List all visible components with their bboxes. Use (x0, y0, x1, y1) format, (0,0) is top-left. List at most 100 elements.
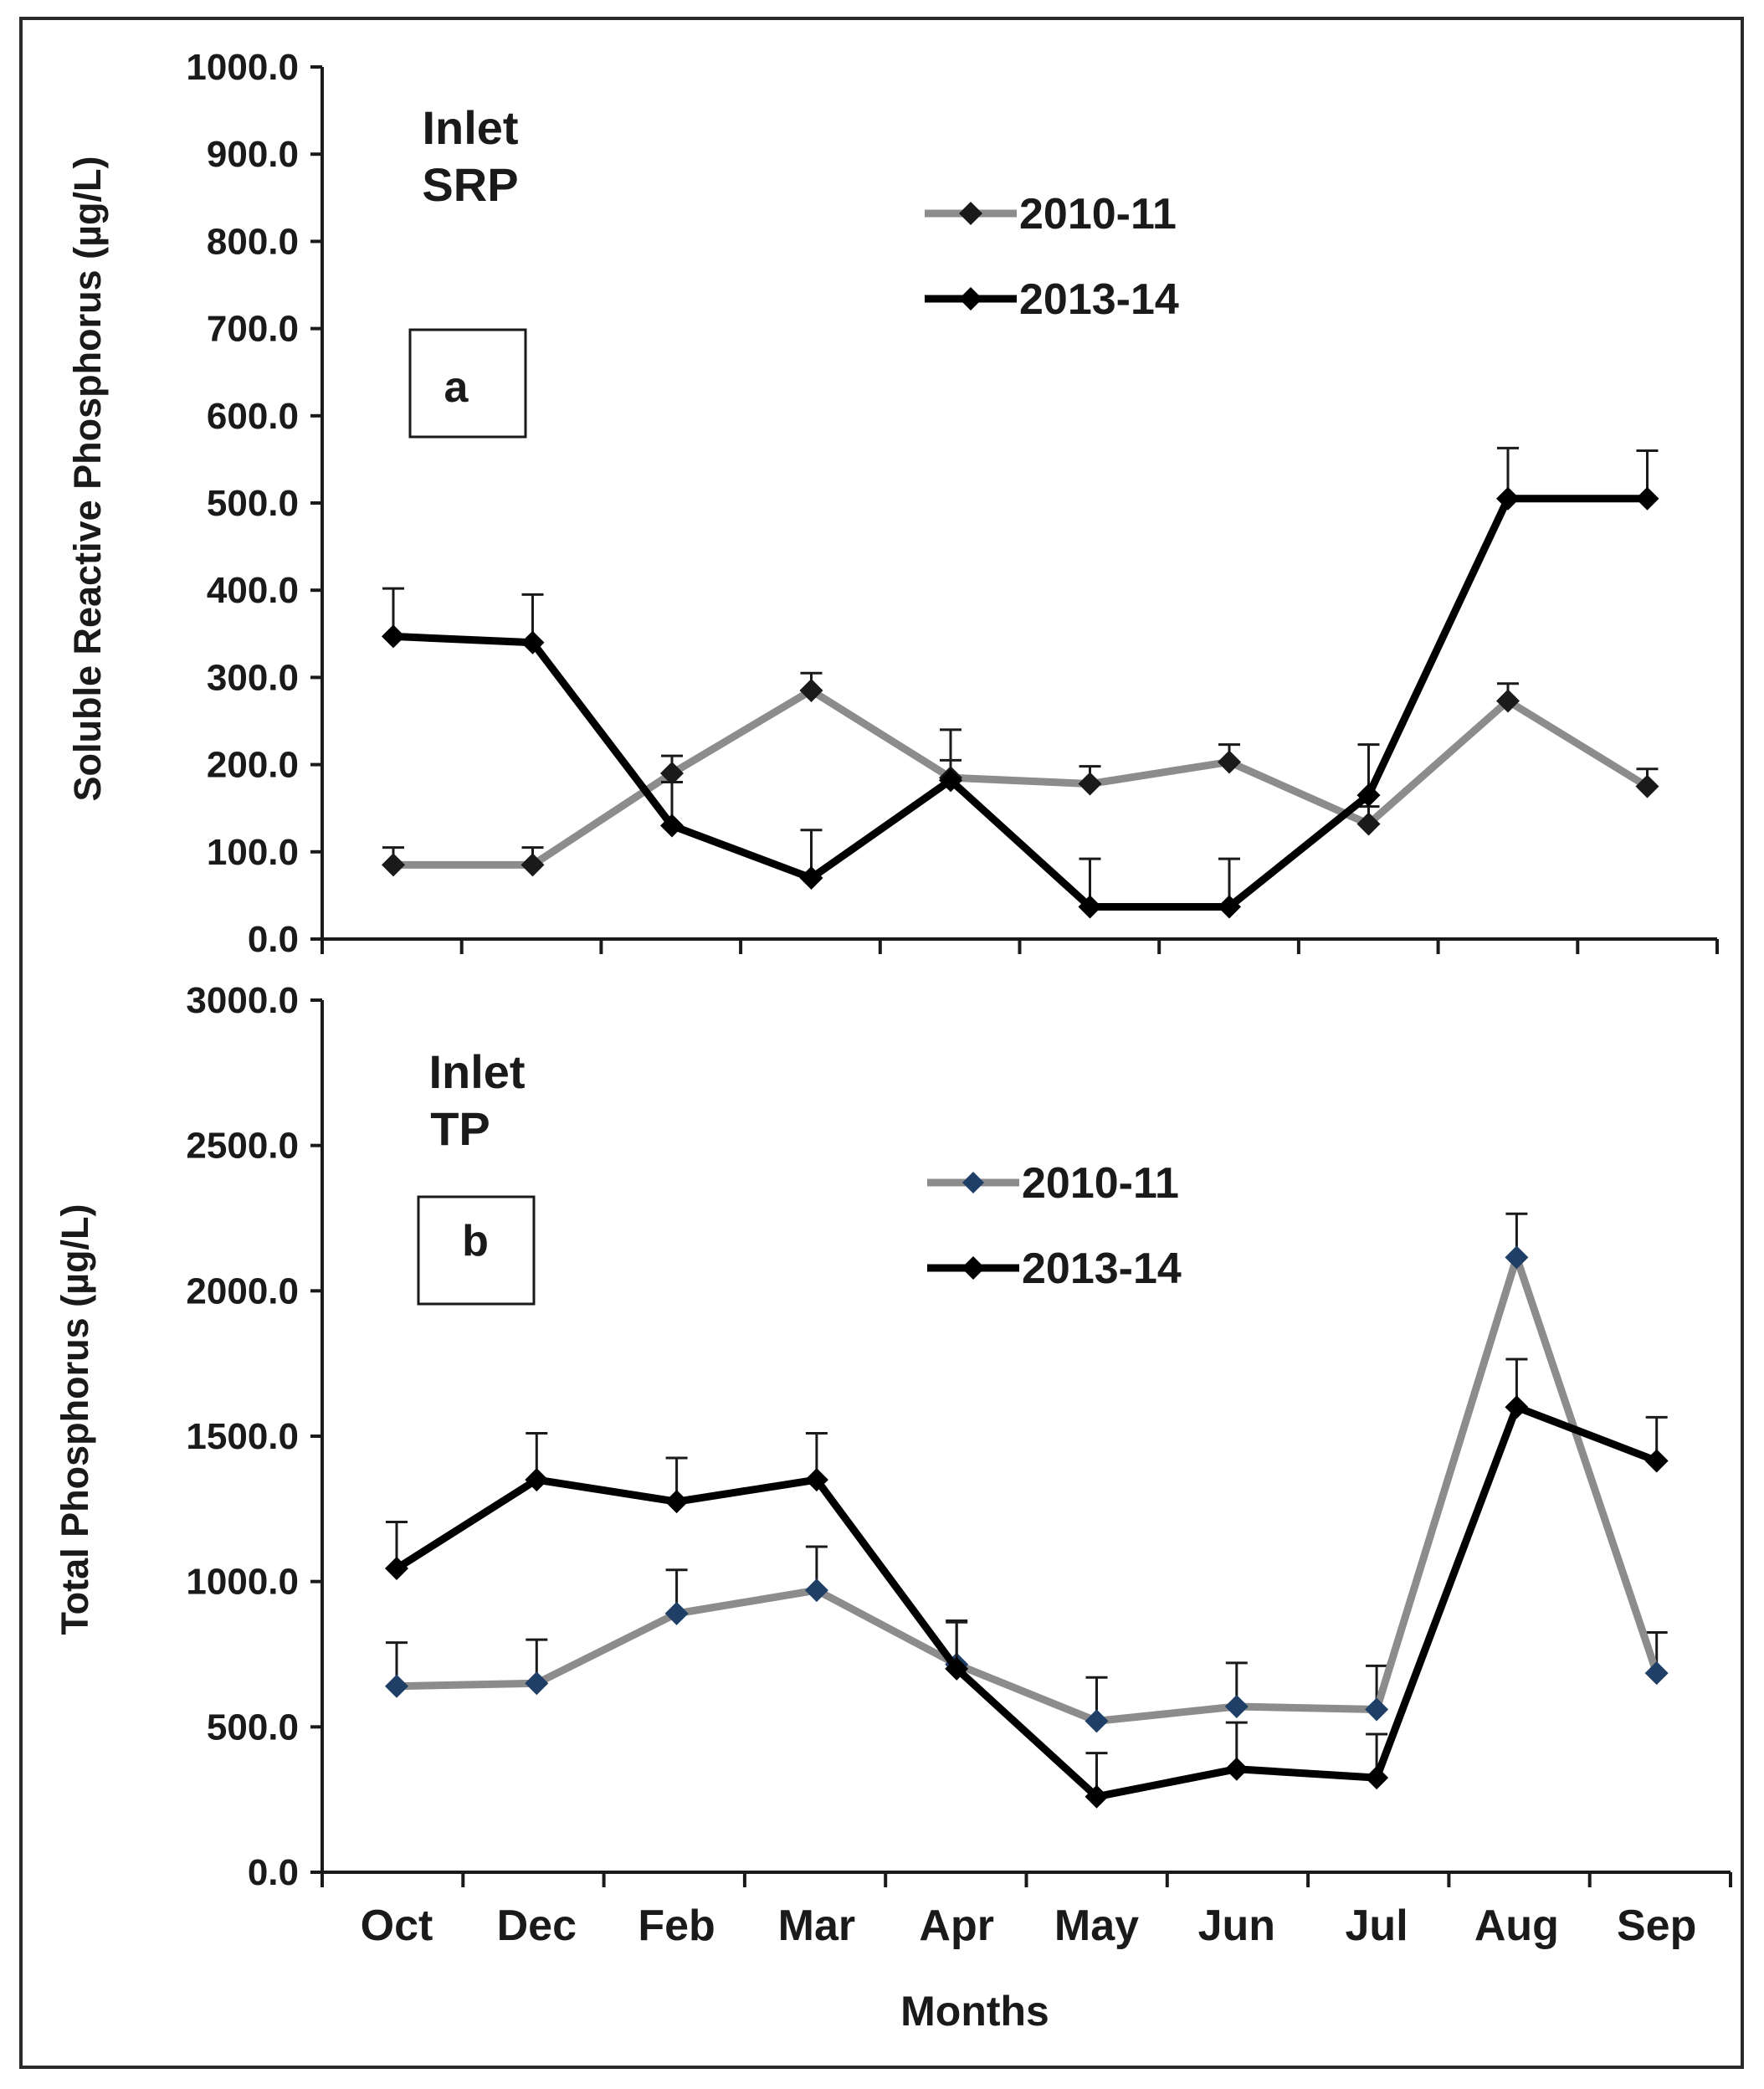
panel-b-tp: 0.0 500.0 1000.0 1500.0 2000.0 2500.0 3000.0 O… (54, 980, 1732, 2035)
x-tick-labels: Oct Dec Feb Mar Apr May Jun Jul Aug Sep (361, 1902, 1697, 1950)
x-axis-label: Months (900, 1988, 1049, 2035)
legend-label-2013-14: 2013-14 (1022, 1245, 1182, 1293)
x-tick-label-jul: Jul (1346, 1902, 1408, 1950)
y-tick-label: 1500.0 (186, 1416, 299, 1457)
data-point (664, 1490, 689, 1514)
y-tick-label: 100.0 (207, 832, 299, 873)
data-point (939, 768, 962, 793)
data-point (660, 814, 684, 838)
data-point (520, 853, 545, 877)
y-tick-label: 0.0 (248, 1852, 299, 1893)
data-point (1365, 1766, 1389, 1790)
series-line (396, 1253, 1660, 1725)
y-tick-label: 700.0 (207, 309, 299, 350)
y-tick-label: 2000.0 (186, 1270, 299, 1311)
y-tick-label: 2500.0 (186, 1126, 299, 1167)
data-point (664, 1601, 689, 1625)
data-point (1644, 1661, 1669, 1686)
panel-title-line2: TP (430, 1102, 490, 1155)
data-point (799, 679, 823, 703)
data-point (1085, 1709, 1109, 1733)
y-tick-label: 1000.0 (186, 47, 299, 88)
data-point (1218, 895, 1241, 919)
series-2010-11 (385, 1212, 1669, 1733)
legend: 2010-11 2013-14 (925, 190, 1179, 324)
data-point (1224, 1695, 1249, 1719)
y-tick-label: 900.0 (207, 134, 299, 175)
panel-label: b (462, 1217, 489, 1265)
y-tick-label: 300.0 (207, 657, 299, 698)
data-point (1218, 750, 1241, 774)
data-point (799, 866, 823, 891)
series-2013-14 (385, 1358, 1669, 1809)
x-tick-label-may: May (1054, 1902, 1139, 1950)
data-point (1635, 774, 1659, 798)
data-point (382, 624, 405, 649)
y-tick-label: 500.0 (207, 483, 299, 524)
panel-label-box (417, 1195, 536, 1306)
panel-label: a (444, 363, 469, 412)
legend-label-2010-11: 2010-11 (1022, 1159, 1179, 1208)
data-point (945, 1656, 969, 1681)
y-tick-labels: 0.0 100.0 200.0 300.0 400.0 500.0 600.0 700.0 80… (186, 47, 322, 960)
data-point (1505, 1245, 1529, 1270)
y-axis-label: Total Phosphorus (µg/L) (54, 1204, 96, 1635)
legend-marker-2013-14 (961, 1256, 985, 1280)
data-point (1078, 895, 1102, 919)
data-point (804, 1578, 828, 1603)
y-tick-label: 500.0 (207, 1707, 299, 1748)
y-axis-label: Soluble Reactive Phosphorus (µg/L) (66, 156, 109, 801)
data-point (1644, 1449, 1669, 1473)
x-tick-label-mar: Mar (778, 1902, 855, 1950)
data-point (1078, 772, 1102, 796)
data-point (1224, 1757, 1249, 1781)
y-tick-label: 800.0 (207, 221, 299, 262)
series-line (393, 686, 1649, 869)
panel-label-box (408, 328, 527, 439)
legend: 2010-11 2013-14 (927, 1159, 1182, 1293)
data-point (1496, 486, 1520, 511)
data-point (520, 630, 545, 654)
data-point (385, 1557, 408, 1581)
data-point (1356, 812, 1381, 836)
series-line (394, 1403, 1659, 1801)
legend-marker-2013-14 (959, 287, 982, 311)
panel-title-line2: SRP (422, 158, 518, 211)
panel-title-line1: Inlet (422, 101, 518, 154)
data-point (1356, 783, 1381, 808)
x-tick-label-feb: Feb (638, 1902, 715, 1950)
x-tick-label-oct: Oct (361, 1902, 433, 1950)
y-tick-label: 0.0 (248, 919, 299, 960)
x-tick-label-apr: Apr (919, 1902, 994, 1950)
data-point (1505, 1395, 1529, 1419)
y-tick-labels: 0.0 500.0 1000.0 1500.0 2000.0 2500.0 3000.0 (186, 980, 322, 1893)
y-tick-label: 200.0 (207, 745, 299, 786)
data-point (1085, 1784, 1109, 1809)
data-point (525, 1671, 549, 1696)
series-line (392, 495, 1648, 911)
data-point (1496, 689, 1520, 713)
series-2013-14 (382, 446, 1659, 919)
legend-marker-2010-11 (962, 1172, 984, 1193)
data-point (804, 1468, 828, 1492)
data-point (382, 853, 405, 877)
x-tick-marks (320, 1872, 1732, 1887)
series-group (382, 446, 1659, 919)
figure-frame (19, 17, 1744, 2069)
x-tick-marks (320, 939, 1719, 954)
data-point (1635, 486, 1659, 511)
y-tick-label: 3000.0 (186, 980, 299, 1021)
legend-marker-2010-11 (959, 202, 982, 225)
legend-label-2010-11: 2010-11 (1019, 190, 1177, 239)
x-tick-label-dec: Dec (497, 1902, 577, 1950)
legend-label-2013-14: 2013-14 (1019, 275, 1179, 324)
data-point (1365, 1697, 1389, 1722)
data-point (660, 762, 684, 786)
y-tick-label: 400.0 (207, 570, 299, 611)
data-point (385, 1674, 408, 1698)
y-tick-label: 1000.0 (186, 1562, 299, 1603)
series-2010-11 (382, 671, 1659, 877)
x-tick-label-sep: Sep (1617, 1902, 1696, 1950)
series-group (385, 1212, 1669, 1809)
